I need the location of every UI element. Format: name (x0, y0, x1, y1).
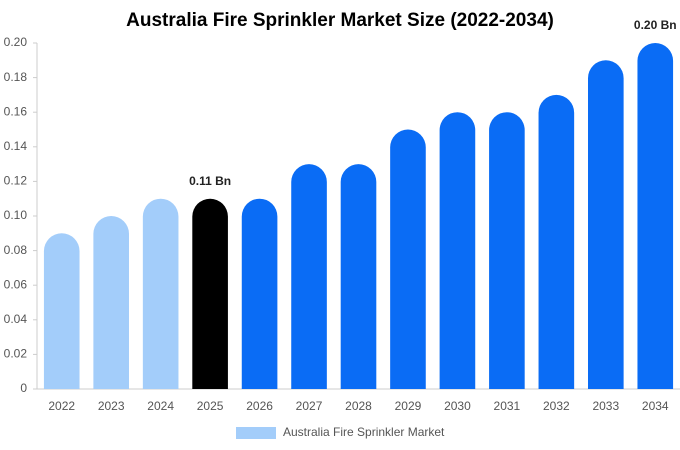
bar (538, 94, 575, 390)
x-tick-label: 2027 (296, 399, 323, 413)
value-label: 0.11 Bn (189, 174, 231, 188)
x-tick-label: 2024 (147, 399, 174, 413)
y-tick-label: 0.18 (4, 70, 28, 84)
bar (43, 233, 80, 389)
y-tick-label: 0.06 (4, 277, 28, 291)
x-tick-label: 2031 (494, 399, 521, 413)
x-tick-label: 2023 (98, 399, 125, 413)
y-tick-label: 0.08 (4, 243, 28, 257)
x-tick-label: 2025 (197, 399, 224, 413)
bar (588, 60, 624, 390)
y-tick-label: 0.02 (4, 347, 28, 361)
bar (241, 198, 278, 389)
y-tick-label: 0.16 (4, 104, 28, 118)
y-tick-label: 0.12 (4, 174, 28, 188)
legend-swatch (236, 427, 276, 439)
legend-label: Australia Fire Sprinkler Market (283, 425, 445, 439)
y-tick-label: 0.10 (4, 208, 28, 222)
x-tick-label: 2030 (444, 399, 471, 413)
y-tick-label: 0.04 (4, 312, 28, 326)
chart-title: Australia Fire Sprinkler Market Size (20… (126, 10, 554, 31)
y-tick-label: 0 (20, 381, 27, 395)
value-label: 0.20 Bn (634, 18, 677, 32)
y-tick-label: 0.20 (4, 35, 28, 49)
x-tick-label: 2022 (48, 399, 75, 413)
bar (340, 164, 377, 389)
bar (192, 198, 228, 389)
bar (489, 112, 525, 389)
bar (637, 43, 674, 389)
x-tick-label: 2026 (246, 399, 273, 413)
x-tick-label: 2029 (395, 399, 422, 413)
x-tick-label: 2033 (592, 399, 619, 413)
bar (439, 112, 476, 389)
bar (390, 129, 426, 389)
bar (93, 216, 129, 389)
x-tick-label: 2032 (543, 399, 570, 413)
y-tick-label: 0.14 (4, 139, 28, 153)
bar (142, 198, 179, 389)
x-tick-label: 2028 (345, 399, 372, 413)
x-tick-label: 2034 (642, 399, 669, 413)
bar (291, 164, 327, 389)
